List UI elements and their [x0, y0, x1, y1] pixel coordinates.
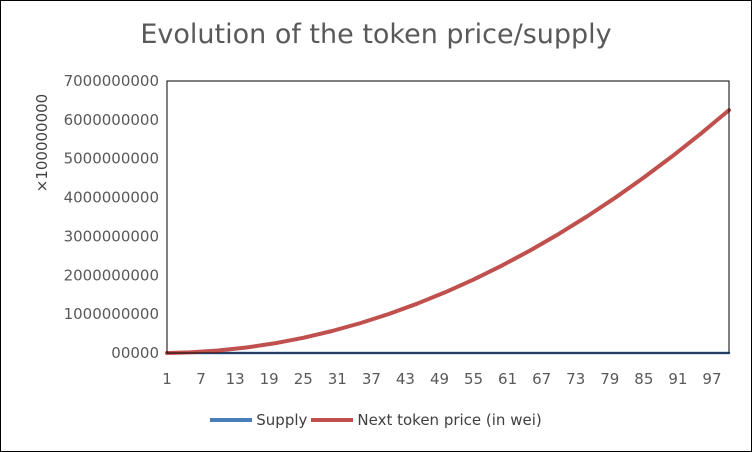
x-tick-label: 37 — [362, 370, 381, 388]
y-tick-label: 2000000000 — [64, 266, 159, 284]
legend-item-price: Next token price (in wei) — [311, 411, 542, 429]
x-tick-label: 31 — [328, 370, 347, 388]
x-tick-label: 7 — [196, 370, 206, 388]
y-tick-label: 5000000000 — [64, 150, 159, 168]
x-tick-label: 79 — [600, 370, 619, 388]
legend-label-price: Next token price (in wei) — [357, 411, 542, 429]
legend-swatch-price — [311, 418, 354, 422]
y-tick-label: 6000000000 — [64, 111, 159, 129]
legend-item-supply: Supply — [210, 411, 307, 429]
chart-title: Evolution of the token price/supply — [140, 19, 612, 50]
x-tick-label: 49 — [430, 370, 449, 388]
y-tick-label: 7000000000 — [64, 72, 159, 90]
x-tick-label: 67 — [532, 370, 551, 388]
legend: Supply Next token price (in wei) — [1, 411, 751, 429]
x-tick-label: 1 — [162, 370, 172, 388]
x-tick-label: 97 — [702, 370, 721, 388]
x-tick-label: 91 — [668, 370, 687, 388]
x-tick-label: 73 — [566, 370, 585, 388]
x-tick-label: 61 — [498, 370, 517, 388]
y-tick-label: 3000000000 — [64, 227, 159, 245]
y-tick-label: 4000000000 — [64, 189, 159, 207]
series-line-next-token-price — [165, 108, 731, 355]
y-tick-label: 00000 — [111, 344, 159, 362]
x-tick-label: 25 — [294, 370, 313, 388]
plot-border — [166, 80, 730, 354]
x-tick-label: 13 — [226, 370, 245, 388]
legend-label-supply: Supply — [256, 411, 308, 429]
x-tick-label: 55 — [464, 370, 483, 388]
legend-swatch-supply — [210, 418, 253, 422]
x-tick-label: 85 — [634, 370, 653, 388]
x-tick-label: 43 — [396, 370, 415, 388]
x-tick-label: 19 — [260, 370, 279, 388]
y-tick-label: 1000000000 — [64, 305, 159, 323]
